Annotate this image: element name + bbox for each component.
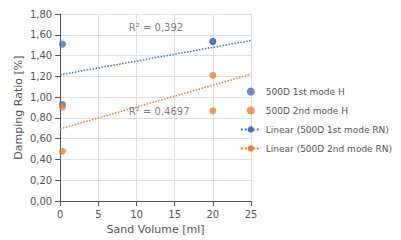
svg-text:1,20: 1,20 [30, 71, 52, 82]
svg-text:R² = 0,392: R² = 0,392 [129, 22, 183, 33]
svg-text:0,20: 0,20 [30, 175, 52, 186]
svg-text:0,40: 0,40 [30, 154, 52, 165]
svg-text:1,00: 1,00 [30, 92, 52, 103]
svg-text:Linear (500D 1st mode RN): Linear (500D 1st mode RN) [266, 125, 389, 135]
svg-text:Linear (500D 2nd mode RN): Linear (500D 2nd mode RN) [266, 144, 392, 154]
svg-text:500D 2nd mode H: 500D 2nd mode H [266, 106, 348, 116]
svg-text:1,80: 1,80 [30, 9, 52, 20]
svg-text:0: 0 [57, 209, 63, 220]
svg-text:25: 25 [245, 209, 258, 220]
svg-text:Sand Volume [ml]: Sand Volume [ml] [107, 223, 205, 236]
svg-text:0,60: 0,60 [30, 133, 52, 144]
svg-text:5: 5 [95, 209, 101, 220]
svg-text:10: 10 [130, 209, 143, 220]
svg-text:R² = 0,4697: R² = 0,4697 [129, 106, 190, 117]
svg-text:15: 15 [168, 209, 181, 220]
svg-text:20: 20 [206, 209, 219, 220]
svg-text:1,60: 1,60 [30, 29, 52, 40]
svg-text:500D 1st mode H: 500D 1st mode H [266, 87, 345, 97]
svg-text:0,80: 0,80 [30, 112, 52, 123]
svg-text:Damping Ratio [%]: Damping Ratio [%] [12, 55, 25, 159]
svg-text:1,40: 1,40 [30, 50, 52, 61]
svg-text:0,00: 0,00 [30, 196, 52, 207]
